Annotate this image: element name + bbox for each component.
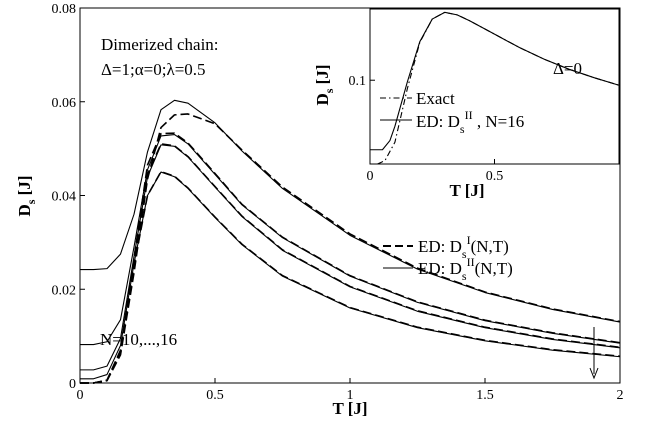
main-x-ticks: 0 0.5 1 1.5 2 (77, 378, 624, 403)
inset-x-tick-label: 0 (367, 169, 374, 184)
main-y-tick-label: 0.02 (52, 283, 77, 298)
main-series-dashed-line (80, 170, 621, 384)
inset-legend-exact-label: Exact (416, 89, 455, 108)
legend-solid-label: ED: DsII(N,T) (418, 255, 513, 283)
inset-series-lines (370, 11, 620, 165)
inset-annotation: Δ=0 (553, 59, 582, 78)
annotation-n-range: N=10,...,16 (100, 330, 177, 349)
main-x-tick-label: 0 (77, 388, 84, 403)
inset-y-axis-label: Ds [J] (313, 64, 336, 105)
main-y-tick-label: 0.04 (52, 190, 77, 205)
inset-x-tick-label: 0.5 (486, 169, 504, 184)
main-y-tick-label: 0.06 (52, 96, 77, 111)
main-series-dashed-line (80, 143, 621, 384)
main-y-axis-label: Ds [J] (15, 175, 38, 216)
main-legend: ED: DsI(N,T) ED: DsII(N,T) (383, 233, 513, 283)
inset-y-tick-label: 0.1 (349, 74, 367, 89)
main-x-tick-label: 2 (617, 388, 624, 403)
main-series-solid-line (80, 99, 621, 323)
inset-series-solid-line (370, 11, 620, 151)
main-y-tick-label: 0 (69, 377, 76, 392)
main-x-axis-label: T [J] (332, 399, 367, 418)
annotation-title: Dimerized chain: (101, 35, 219, 54)
main-series-solid-line (80, 134, 621, 346)
inset-x-axis-label: T [J] (449, 181, 484, 200)
inset-y-ticks: 0.1 (349, 74, 375, 89)
inset-legend: Exact ED: DsII , N=16 (380, 89, 524, 136)
legend-dashed-label: ED: DsI(N,T) (418, 233, 509, 261)
main-y-ticks: 0 0.02 0.04 0.06 0.08 (52, 2, 85, 392)
main-series-dashed-line (80, 132, 621, 384)
main-x-tick-label: 0.5 (206, 388, 224, 403)
main-x-tick-label: 1 (347, 388, 354, 403)
inset-background (370, 9, 619, 164)
main-series-lines (80, 99, 621, 384)
inset-x-ticks: 0 0.5 (367, 159, 504, 184)
n-arrow-head (589, 367, 599, 380)
main-x-tick-label: 1.5 (476, 388, 494, 403)
annotation-params: Δ=1;α=0;λ=0.5 (101, 60, 206, 79)
inset-legend-ed-label: ED: DsII , N=16 (416, 108, 524, 136)
main-y-tick-label: 0.08 (52, 2, 77, 17)
